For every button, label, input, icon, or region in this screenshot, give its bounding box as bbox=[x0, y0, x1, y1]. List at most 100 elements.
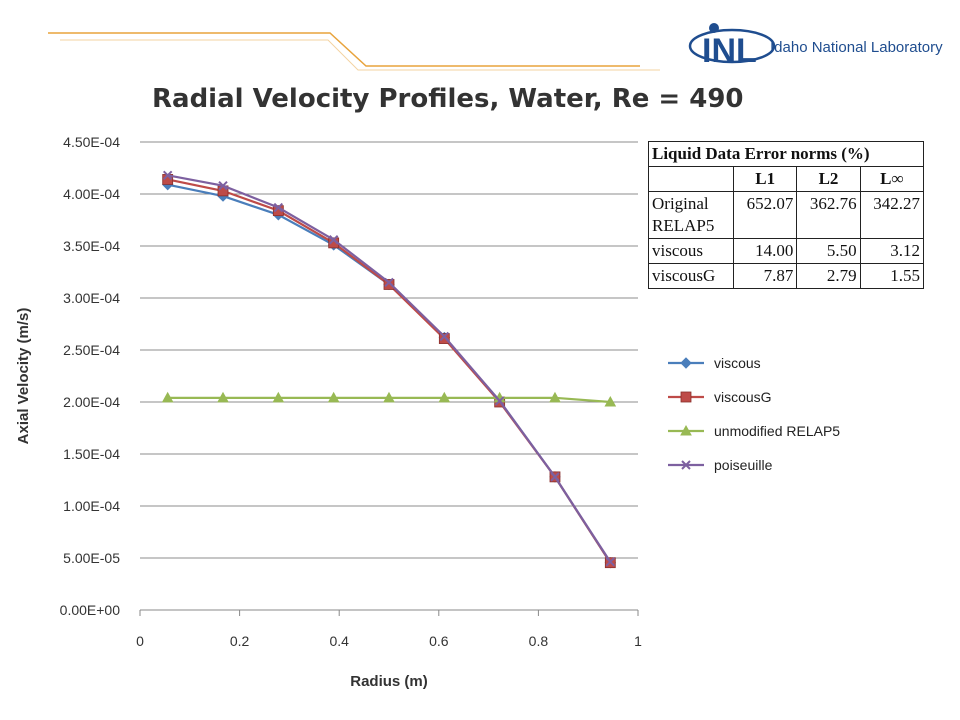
table-row: viscousG 7.87 2.79 1.55 bbox=[648, 263, 925, 289]
data-point-viscous bbox=[549, 471, 561, 483]
data-point-poiseuille bbox=[439, 331, 450, 342]
x-tick-label: 0 bbox=[136, 633, 144, 649]
data-point-viscousg bbox=[604, 557, 616, 569]
data-point-unmodified-relap5 bbox=[272, 391, 285, 403]
inl-logo: INL bbox=[688, 20, 928, 76]
cell-value: 2.79 bbox=[796, 263, 861, 289]
series-poiseuille bbox=[162, 170, 616, 567]
chart-title: Radial Velocity Profiles, Water, Re = 49… bbox=[152, 84, 744, 114]
inl-logo-letters: INL bbox=[702, 32, 757, 70]
row-label: viscousG bbox=[648, 263, 734, 289]
y-tick-label: 1.50E-04 bbox=[63, 446, 120, 462]
series-line-viscous bbox=[167, 183, 612, 564]
cell-value: 5.50 bbox=[796, 238, 861, 264]
y-tick-label: 3.00E-04 bbox=[63, 290, 120, 306]
legend: viscous viscousG unmodified RELAP5 poiseuil… bbox=[668, 355, 840, 473]
legend-item-viscousg: viscousG bbox=[668, 389, 772, 405]
table-row: Original RELAP5 652.07 362.76 342.27 bbox=[648, 191, 925, 239]
y-tick-label: 2.00E-04 bbox=[63, 394, 120, 410]
legend-swatch-marker bbox=[681, 460, 691, 470]
y-tick-label: 5.00E-05 bbox=[63, 550, 120, 566]
data-point-viscous bbox=[383, 278, 395, 291]
error-norms-table: Liquid Data Error norms (%) L1 L2 L∞ Ori… bbox=[648, 141, 925, 289]
legend-swatch-marker bbox=[680, 357, 692, 369]
y-tick-label: 4.00E-04 bbox=[63, 186, 120, 202]
x-tick-label: 0.2 bbox=[230, 633, 250, 649]
data-point-viscousg bbox=[328, 237, 340, 249]
table-caption: Liquid Data Error norms (%) bbox=[648, 141, 924, 167]
data-point-viscousg bbox=[217, 185, 229, 197]
data-point-viscousg bbox=[438, 333, 450, 344]
data-point-poiseuille bbox=[494, 396, 505, 406]
y-axis-label: Axial Velocity (m/s) bbox=[15, 308, 32, 445]
data-point-viscous bbox=[272, 209, 285, 221]
data-point-poiseuille bbox=[605, 557, 616, 567]
header-accent-line-light bbox=[60, 39, 660, 71]
legend-label: poiseuille bbox=[714, 457, 773, 473]
series-line-poiseuille bbox=[167, 174, 612, 563]
y-tick-label: 1.00E-04 bbox=[63, 498, 120, 514]
legend-item-unmodified-relap5: unmodified RELAP5 bbox=[668, 423, 840, 439]
cell-value: 7.87 bbox=[732, 263, 798, 289]
data-point-viscousg bbox=[494, 396, 506, 408]
cell-value: 3.12 bbox=[859, 238, 925, 264]
x-tick-label: 0.4 bbox=[329, 633, 349, 649]
data-point-unmodified-relap5 bbox=[549, 391, 561, 403]
cell-value: 1.55 bbox=[859, 263, 925, 289]
data-point-poiseuille bbox=[273, 202, 284, 213]
y-tick-label: 0.00E+00 bbox=[60, 602, 121, 618]
data-point-unmodified-relap5 bbox=[161, 391, 174, 403]
data-point-unmodified-relap5 bbox=[383, 391, 395, 403]
data-point-viscous bbox=[327, 239, 340, 251]
data-point-viscousg bbox=[383, 279, 395, 290]
col-header-l2: L2 bbox=[796, 166, 861, 192]
data-point-poiseuille bbox=[384, 277, 394, 288]
legend-item-poiseuille: poiseuille bbox=[668, 457, 773, 473]
data-point-poiseuille bbox=[328, 235, 339, 245]
series-viscousg bbox=[162, 174, 616, 569]
legend-item-viscous: viscous bbox=[668, 355, 761, 371]
series-line-viscousg bbox=[167, 178, 612, 564]
x-axis-label: Radius (m) bbox=[350, 673, 428, 690]
x-tick-label: 1 bbox=[634, 633, 642, 649]
table-row: viscous 14.00 5.50 3.12 bbox=[648, 238, 925, 264]
header-rule bbox=[48, 32, 660, 71]
cell-value: 362.76 bbox=[796, 191, 861, 239]
data-point-unmodified-relap5 bbox=[604, 395, 617, 407]
data-point-viscous bbox=[604, 556, 617, 569]
row-label: Original RELAP5 bbox=[648, 191, 734, 239]
data-point-viscousg bbox=[272, 205, 284, 217]
header-accent-line bbox=[48, 32, 640, 67]
data-point-unmodified-relap5 bbox=[217, 391, 229, 403]
data-point-viscous bbox=[217, 190, 229, 202]
grid-lines bbox=[140, 141, 638, 611]
legend-swatch-marker bbox=[680, 424, 692, 436]
data-point-viscous bbox=[493, 395, 506, 407]
data-point-viscous bbox=[161, 178, 174, 191]
y-tick-labels: 0.00E+00 5.00E-05 1.00E-04 1.50E-04 2.00E-04… bbox=[60, 134, 121, 618]
cell-value: 342.27 bbox=[859, 191, 925, 239]
x-tick-label: 0.8 bbox=[529, 633, 549, 649]
series-lines bbox=[161, 170, 617, 569]
org-name: Idaho National Laboratory bbox=[770, 39, 943, 56]
table-header-row: L1 L2 L∞ bbox=[648, 166, 925, 192]
data-point-unmodified-relap5 bbox=[438, 391, 451, 403]
data-point-poiseuille bbox=[162, 170, 173, 180]
data-point-poiseuille bbox=[550, 472, 560, 482]
series-unmodified-relap5 bbox=[161, 391, 617, 407]
legend-label: viscous bbox=[714, 355, 761, 371]
legend-label: viscousG bbox=[714, 389, 772, 405]
y-tick-label: 4.50E-04 bbox=[63, 134, 120, 150]
series-viscous bbox=[161, 178, 617, 569]
data-point-unmodified-relap5 bbox=[327, 391, 340, 403]
col-header-linf: L∞ bbox=[859, 166, 925, 192]
series-line-unmodified-relap5 bbox=[167, 396, 611, 404]
data-point-viscous bbox=[438, 331, 451, 344]
y-tick-label: 2.50E-04 bbox=[63, 342, 120, 358]
data-point-viscousg bbox=[162, 174, 174, 185]
x-tick-labels: 0 0.2 0.4 0.6 0.8 1 bbox=[136, 610, 642, 649]
data-point-viscousg bbox=[549, 471, 561, 483]
x-tick-label: 0.6 bbox=[429, 633, 449, 649]
inl-logo-mark: INL bbox=[688, 23, 776, 70]
